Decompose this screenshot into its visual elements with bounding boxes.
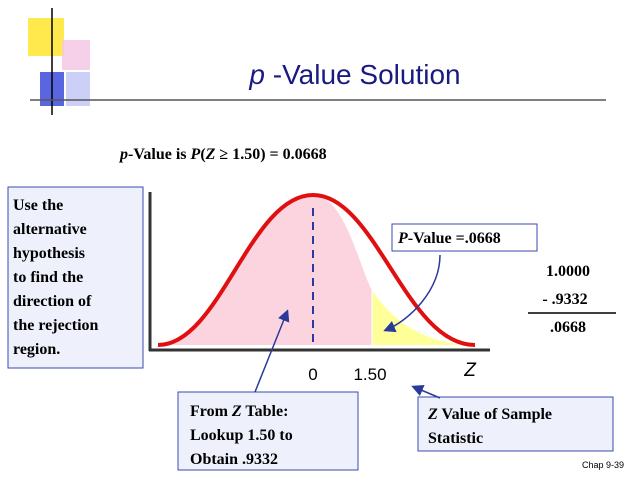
callout: P-Value =.0668 <box>397 230 501 247</box>
calc-line: .0668 <box>550 319 586 336</box>
calc-line: - .9332 <box>542 291 587 308</box>
title: p -Value Solution <box>248 59 460 90</box>
left-note-line: to find the <box>13 269 83 286</box>
statistic-box <box>417 396 614 452</box>
left-area <box>158 195 372 345</box>
subtitle: p-Value is P(Z ≥ 1.50) = 0.0668 <box>118 146 327 163</box>
callout-box <box>391 223 538 252</box>
left-note-line: region. <box>13 341 60 358</box>
table-note: Lookup 1.50 to <box>190 427 293 444</box>
calc-line: 1.0000 <box>546 263 590 280</box>
axis-label: 0 <box>308 365 317 384</box>
table-note: Obtain .9332 <box>190 451 278 468</box>
statistic-note: Statistic <box>428 430 483 447</box>
left-note-line: Use the <box>13 197 63 214</box>
decoration <box>28 8 606 115</box>
tail-area <box>372 290 475 345</box>
left-note-line: alternative <box>13 221 87 238</box>
statistic-note: Z Value of Sample <box>427 406 552 423</box>
axis-label: Z <box>463 360 477 381</box>
left-box <box>7 186 144 369</box>
curve <box>157 192 476 347</box>
table-note: From Z Table: <box>190 403 288 420</box>
left-note-line: hypothesis <box>13 245 85 262</box>
axis-label: 1.50 <box>353 365 386 384</box>
footer: Chap 9-39 <box>582 460 624 470</box>
left-note-line: the rejection <box>13 317 99 334</box>
table-box <box>177 391 359 471</box>
left-note-line: direction of <box>13 293 92 310</box>
